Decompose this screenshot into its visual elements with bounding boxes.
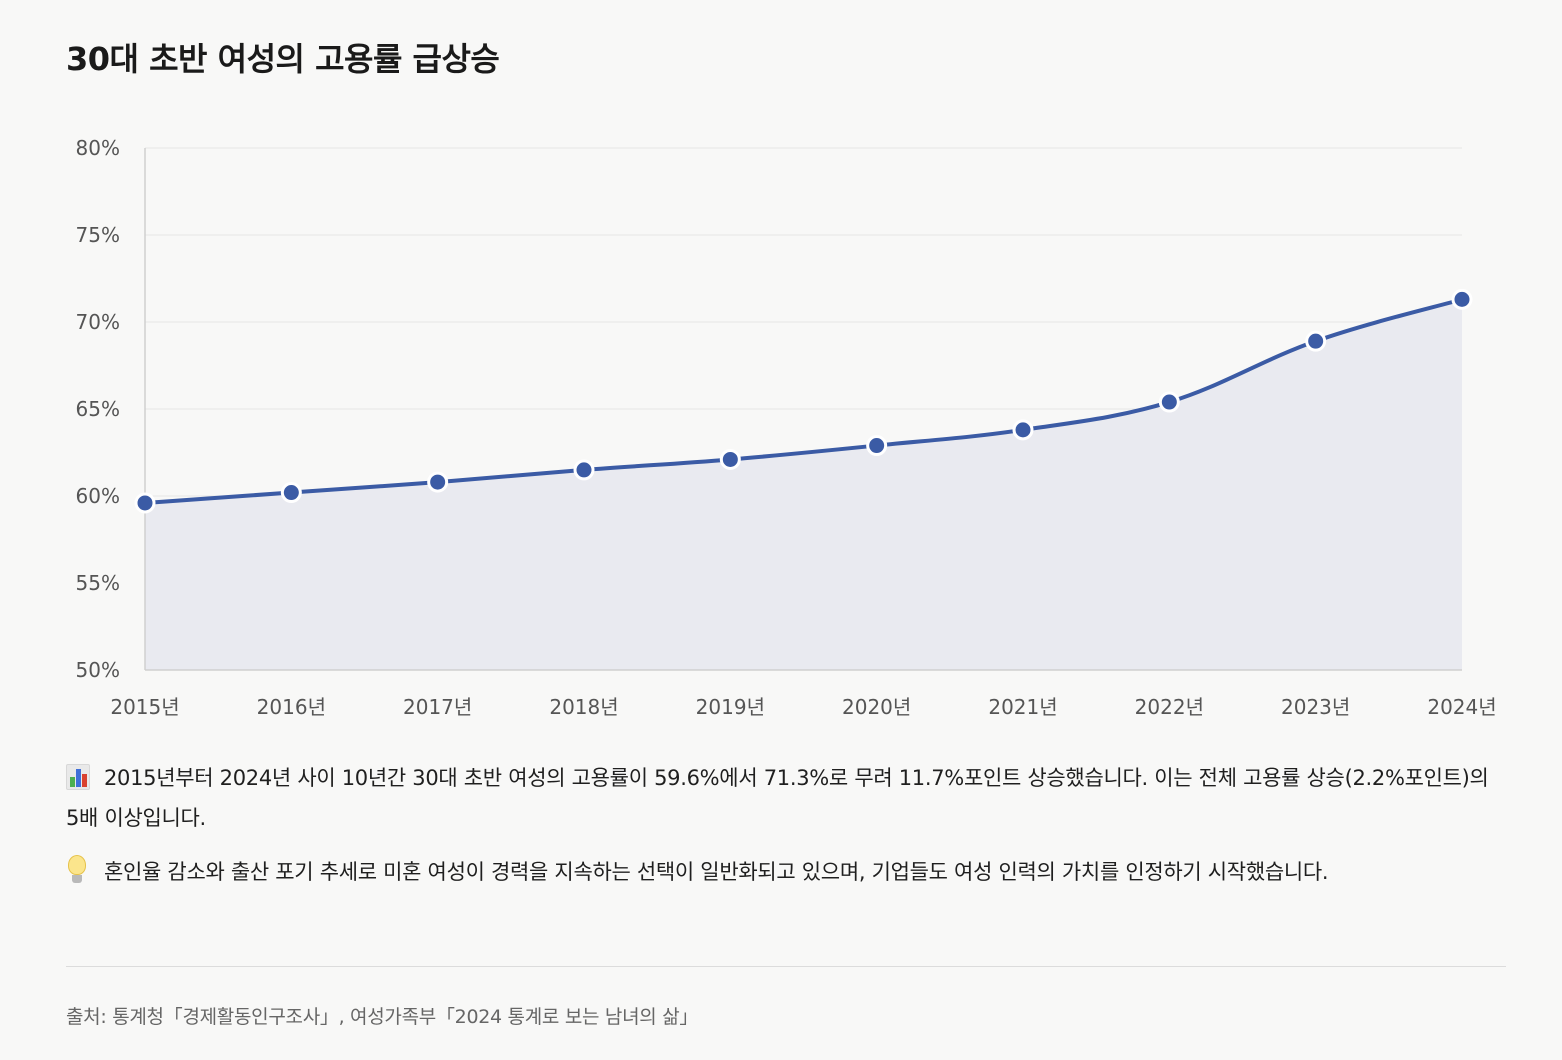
x-tick-label: 2017년 xyxy=(403,695,472,719)
data-point-8 xyxy=(1158,391,1180,413)
x-tick-label: 2015년 xyxy=(110,695,179,719)
series-line xyxy=(143,297,1464,505)
x-tick-label: 2024년 xyxy=(1427,695,1496,719)
divider xyxy=(66,966,1506,967)
y-tick-label: 55% xyxy=(76,571,120,595)
data-point-4 xyxy=(573,459,595,481)
x-tick-label: 2023년 xyxy=(1281,695,1350,719)
x-tick-label: 2021년 xyxy=(988,695,1057,719)
data-point-2 xyxy=(280,482,302,504)
data-point-5 xyxy=(719,448,741,470)
x-tick-label: 2022년 xyxy=(1135,695,1204,719)
insight-note: 혼인율 감소와 출산 포기 추세로 미혼 여성이 경력을 지속하는 선택이 일반… xyxy=(66,852,1506,892)
x-tick-label: 2019년 xyxy=(696,695,765,719)
data-point-1 xyxy=(134,492,156,514)
line-chart-svg: 50% 55% 60% 65% 70% 75% 80% 2015년 2016년 2017년 2018… xyxy=(76,136,1497,719)
summary-text: 2015년부터 2024년 사이 10년간 30대 초반 여성의 고용률이 59… xyxy=(66,766,1489,830)
data-point-9 xyxy=(1305,330,1327,352)
chart-title: 30대 초반 여성의 고용률 급상승 xyxy=(66,40,500,78)
data-point-10 xyxy=(1451,288,1473,310)
source-citation: 출처: 통계청「경제활동인구조사」, 여성가족부「2024 통계로 보는 남녀의… xyxy=(66,1006,699,1028)
area-fill xyxy=(145,299,1462,670)
x-tick-label: 2020년 xyxy=(842,695,911,719)
y-tick-label: 65% xyxy=(76,397,120,421)
y-tick-label: 60% xyxy=(76,484,120,508)
data-point-6 xyxy=(866,435,888,457)
data-point-3 xyxy=(427,471,449,493)
data-point-7 xyxy=(1012,419,1034,441)
employment-rate-chart: 50% 55% 60% 65% 70% 75% 80% 2015년 2016년 2017년 2018… xyxy=(0,120,1562,740)
y-tick-label: 70% xyxy=(76,310,120,334)
insight-text: 혼인율 감소와 출산 포기 추세로 미혼 여성이 경력을 지속하는 선택이 일반… xyxy=(104,860,1329,884)
notes: 2015년부터 2024년 사이 10년간 30대 초반 여성의 고용률이 59… xyxy=(66,758,1506,906)
x-tick-label: 2016년 xyxy=(257,695,326,719)
bar-chart-icon xyxy=(66,764,90,790)
summary-note: 2015년부터 2024년 사이 10년간 30대 초반 여성의 고용률이 59… xyxy=(66,758,1506,838)
x-tick-label: 2018년 xyxy=(549,695,618,719)
y-tick-label: 75% xyxy=(76,223,120,247)
lightbulb-icon xyxy=(66,855,88,885)
y-tick-label: 50% xyxy=(76,658,120,682)
y-tick-label: 80% xyxy=(76,136,120,160)
